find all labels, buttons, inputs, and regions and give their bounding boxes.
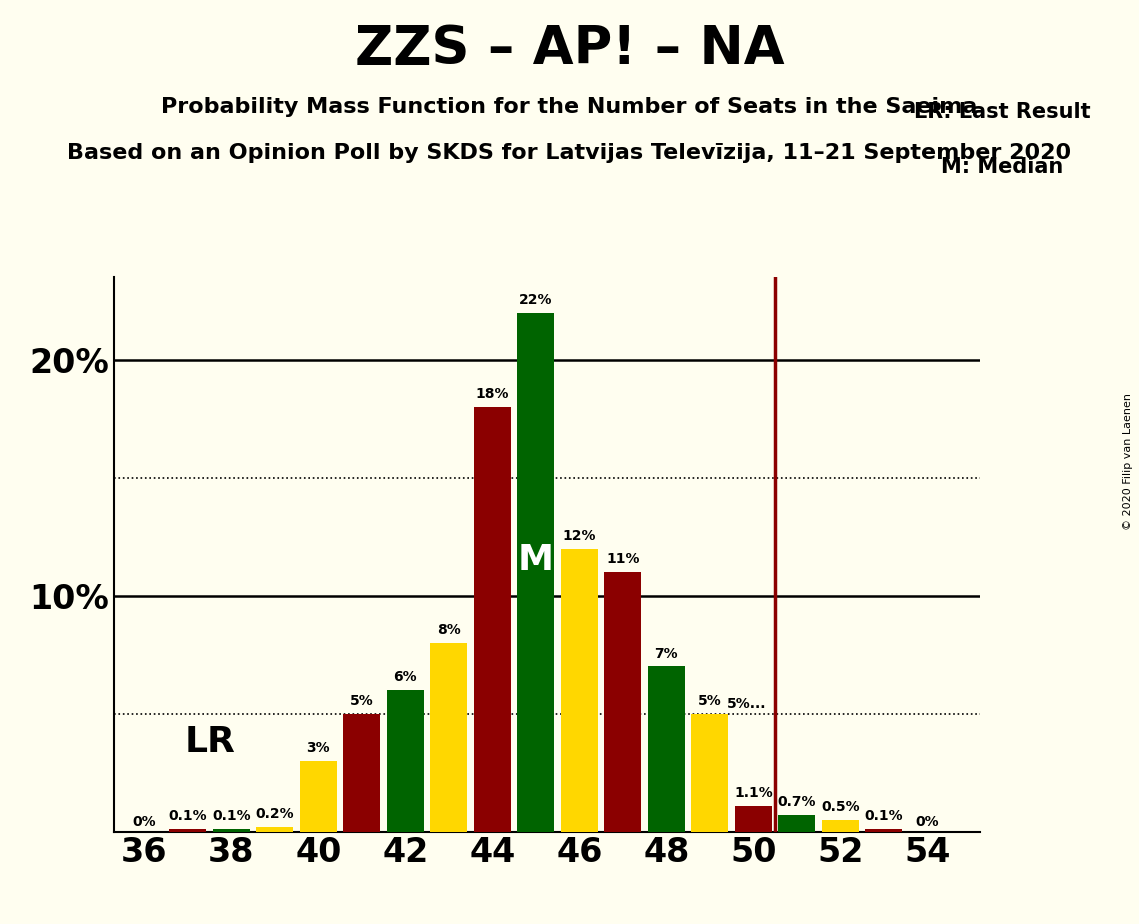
Text: 7%: 7%	[655, 647, 678, 661]
Text: 5%: 5%	[698, 694, 722, 708]
Bar	[735, 806, 772, 832]
Text: 5%...: 5%...	[727, 698, 767, 711]
Bar	[778, 815, 816, 832]
Text: 0.1%: 0.1%	[169, 809, 207, 823]
Bar	[213, 829, 249, 832]
Text: 0.5%: 0.5%	[821, 800, 860, 814]
Bar	[822, 820, 859, 832]
Text: M: Median: M: Median	[941, 157, 1064, 177]
Bar	[431, 643, 467, 832]
Bar	[605, 572, 641, 832]
Bar	[517, 312, 555, 832]
Text: 18%: 18%	[476, 387, 509, 401]
Text: 1.1%: 1.1%	[734, 785, 772, 800]
Text: 0.2%: 0.2%	[255, 807, 294, 821]
Bar	[474, 407, 510, 832]
Bar	[300, 760, 337, 832]
Text: 0.1%: 0.1%	[212, 809, 251, 823]
Text: M: M	[518, 543, 554, 578]
Text: 12%: 12%	[563, 529, 596, 542]
Text: LR: Last Result: LR: Last Result	[913, 102, 1091, 122]
Bar	[648, 666, 685, 832]
Text: 5%: 5%	[350, 694, 374, 708]
Bar	[256, 827, 294, 832]
Text: ZZS – AP! – NA: ZZS – AP! – NA	[354, 23, 785, 75]
Text: 22%: 22%	[519, 293, 552, 307]
Bar	[387, 690, 424, 832]
Text: 0.7%: 0.7%	[778, 796, 816, 809]
Bar	[343, 713, 380, 832]
Bar	[170, 829, 206, 832]
Text: 6%: 6%	[394, 670, 417, 684]
Text: LR: LR	[185, 725, 235, 759]
Text: Based on an Opinion Poll by SKDS for Latvijas Televīzija, 11–21 September 2020: Based on an Opinion Poll by SKDS for Lat…	[67, 143, 1072, 164]
Bar	[691, 713, 728, 832]
Bar	[560, 549, 598, 832]
Text: 3%: 3%	[306, 741, 330, 755]
Text: 0.1%: 0.1%	[865, 809, 903, 823]
Text: Probability Mass Function for the Number of Seats in the Saeima: Probability Mass Function for the Number…	[162, 97, 977, 117]
Text: 0%: 0%	[916, 815, 940, 829]
Text: 8%: 8%	[437, 623, 460, 637]
Text: 11%: 11%	[606, 553, 640, 566]
Text: 0%: 0%	[132, 815, 156, 829]
Text: © 2020 Filip van Laenen: © 2020 Filip van Laenen	[1123, 394, 1133, 530]
Bar	[866, 829, 902, 832]
